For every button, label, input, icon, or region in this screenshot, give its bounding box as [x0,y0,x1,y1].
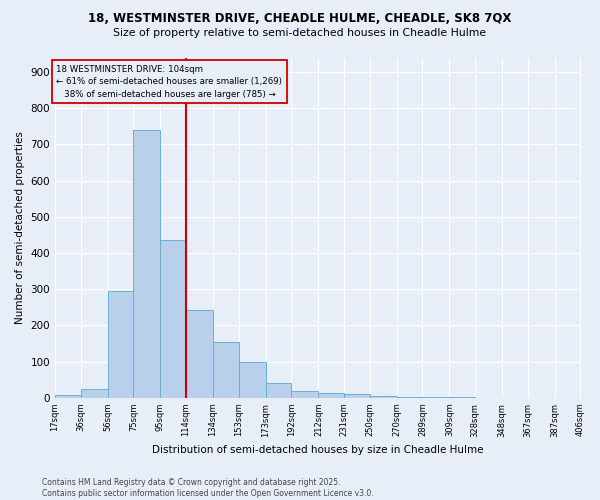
Y-axis label: Number of semi-detached properties: Number of semi-detached properties [15,131,25,324]
Bar [319,393,344,398]
Bar [266,384,292,398]
Bar [133,130,160,398]
Bar [108,291,133,398]
Bar [213,342,239,398]
X-axis label: Distribution of semi-detached houses by size in Cheadle Hulme: Distribution of semi-detached houses by … [152,445,484,455]
Bar [81,389,108,398]
Bar [370,396,397,398]
Bar [397,397,422,398]
Bar [344,394,370,398]
Bar [55,395,81,398]
Text: Contains HM Land Registry data © Crown copyright and database right 2025.
Contai: Contains HM Land Registry data © Crown c… [42,478,374,498]
Text: 18 WESTMINSTER DRIVE: 104sqm
← 61% of semi-detached houses are smaller (1,269)
 : 18 WESTMINSTER DRIVE: 104sqm ← 61% of se… [56,64,282,98]
Bar [239,362,266,398]
Bar [186,310,213,398]
Text: Size of property relative to semi-detached houses in Cheadle Hulme: Size of property relative to semi-detach… [113,28,487,38]
Text: 18, WESTMINSTER DRIVE, CHEADLE HULME, CHEADLE, SK8 7QX: 18, WESTMINSTER DRIVE, CHEADLE HULME, CH… [88,12,512,26]
Bar [160,240,186,398]
Bar [292,390,319,398]
